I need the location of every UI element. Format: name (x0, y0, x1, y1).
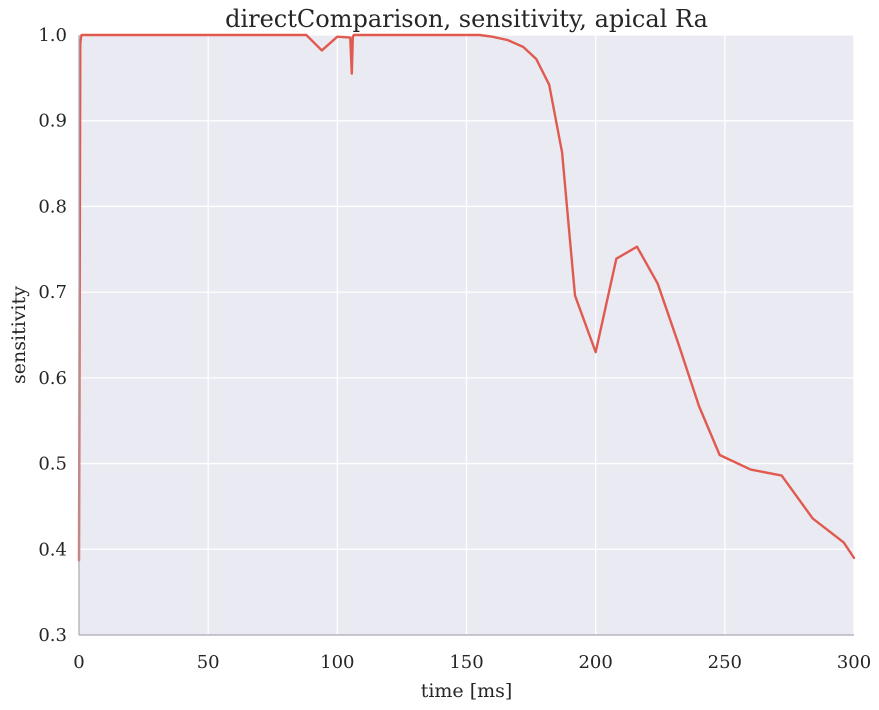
x-tick-label: 0 (73, 652, 84, 673)
y-tick-label: 0.6 (38, 368, 67, 389)
x-tick-label: 50 (197, 652, 220, 673)
series-lines (77, 33, 856, 562)
x-tick-label: 250 (708, 652, 742, 673)
x-tick-labels: 0 50 100 150 200 250 300 (73, 652, 871, 673)
y-tick-label: 0.4 (38, 539, 67, 560)
y-tick-label: 0.7 (38, 282, 67, 303)
y-tick-label: 0.5 (38, 454, 67, 475)
x-tick-label: 150 (449, 652, 483, 673)
x-tick-label: 300 (837, 652, 871, 673)
x-tick-label: 100 (320, 652, 354, 673)
chart-title: directComparison, sensitivity, apical Ra (225, 5, 708, 33)
x-axis-label: time [ms] (421, 680, 513, 702)
y-tick-label: 0.9 (38, 111, 67, 132)
y-tick-label: 1.0 (38, 25, 67, 46)
series-line (77, 33, 856, 562)
y-tick-label: 0.8 (38, 196, 67, 217)
y-tick-label: 0.3 (38, 625, 67, 646)
x-tick-label: 200 (578, 652, 612, 673)
y-axis-label: sensitivity (8, 286, 30, 384)
y-tick-labels: 0.3 0.4 0.5 0.6 0.7 0.8 0.9 1.0 (38, 25, 67, 646)
